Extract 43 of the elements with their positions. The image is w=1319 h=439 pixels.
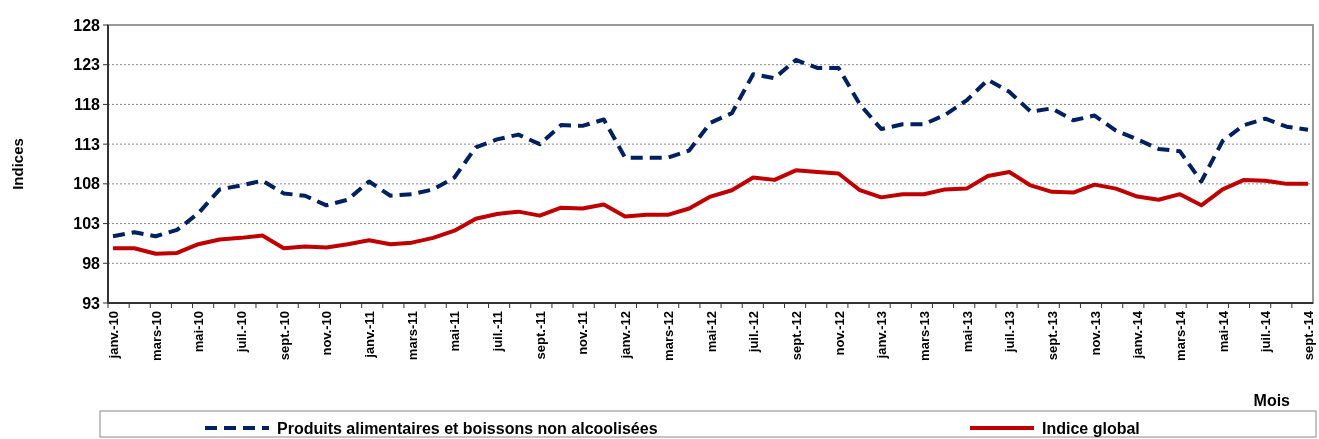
line-series (111, 57, 1310, 239)
x-tick-label: nov.-11 (575, 311, 591, 355)
x-tick-label: sept.-11 (532, 311, 548, 360)
y-tick-label: 123 (73, 56, 101, 74)
x-tick-label: sept.-13 (1044, 311, 1060, 361)
x-tick-label: mars-11 (404, 311, 420, 361)
y-tick-label: 108 (73, 175, 101, 193)
y-tick-label: 128 (73, 16, 101, 34)
x-tick-label: juil.-12 (746, 311, 762, 354)
x-tick-label: mars-14 (1172, 310, 1188, 361)
y-tick-label: 98 (82, 254, 101, 272)
x-tick-label: janv.-11 (362, 311, 378, 359)
x-tick-label: janv.-14 (1130, 310, 1146, 360)
x-tick-label: mai-11 (447, 311, 463, 352)
x-tick-label: mars-10 (148, 311, 164, 361)
x-tick-label: mai-13 (959, 311, 975, 353)
x-tick-label: mai-10 (191, 311, 207, 353)
x-tick-label: nov.-10 (319, 311, 335, 356)
x-tick-label: juil.-10 (234, 311, 250, 354)
x-tick-label: sept.-12 (788, 311, 804, 361)
x-tick-label: mars-12 (660, 311, 676, 361)
x-tick-label: nov.-12 (831, 311, 847, 356)
x-tick-label: sept.-10 (276, 311, 292, 361)
x-tick-label: nov.-13 (1087, 311, 1103, 356)
x-tick-label: janv.-10 (106, 311, 121, 360)
y-tick-label: 93 (82, 294, 101, 312)
x-axis-title: Mois (1253, 392, 1291, 409)
x-tick-label: juil.-14 (1258, 310, 1274, 354)
legend-label: Indice global (1042, 419, 1140, 437)
x-tick-label: juil.-13 (1002, 311, 1018, 354)
y-tick-label: 103 (73, 215, 101, 233)
x-tick-label: mai-14 (1215, 310, 1231, 353)
x-tick-label: juil.-11 (490, 311, 506, 353)
x-tick-label: sept.-14 (1301, 310, 1316, 361)
line-series (111, 168, 1310, 256)
x-tick-label: janv.-12 (618, 311, 634, 360)
x-tick-label: mai-12 (703, 311, 719, 353)
x-tick-label: mars-13 (916, 311, 932, 361)
legend-label: Produits alimentaires et boissons non alcoolisées (277, 419, 658, 437)
y-axis-title: Indices (9, 138, 26, 190)
y-tick-label: 118 (74, 96, 101, 114)
y-tick-label: 113 (74, 135, 101, 153)
x-tick-label: janv.-13 (874, 311, 890, 360)
